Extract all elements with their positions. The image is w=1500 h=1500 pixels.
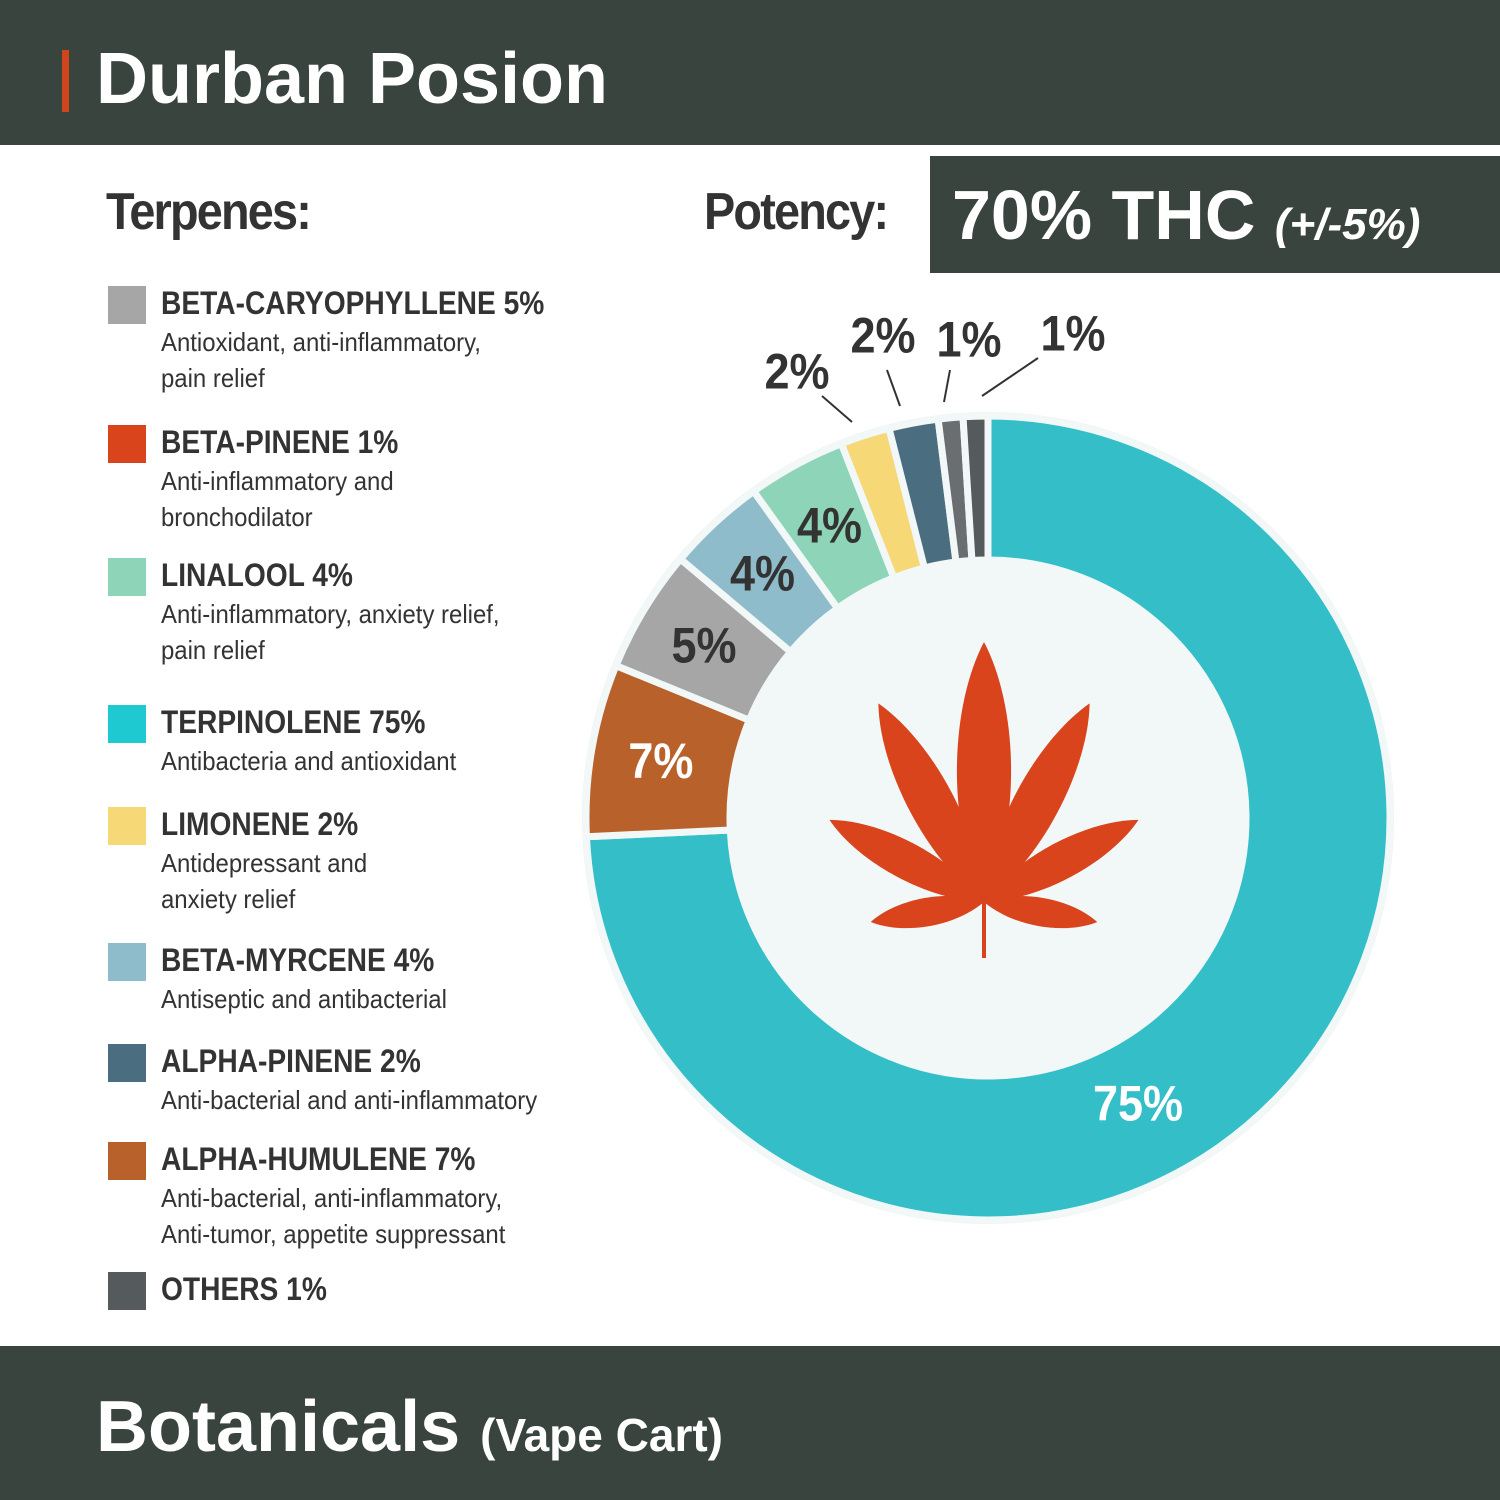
leader-line xyxy=(886,369,901,407)
legend-swatch xyxy=(108,943,146,981)
legend-desc: Anti-bacterial, anti-inflammatory, Anti-… xyxy=(161,1183,506,1249)
brand-title: Botanicals (Vape Cart) xyxy=(96,1382,723,1480)
leaf-leaflet xyxy=(984,819,1139,902)
potency-tolerance: (+/-5%) xyxy=(1274,200,1421,249)
leader-lines xyxy=(821,357,1039,423)
leaf-leaflet xyxy=(984,703,1090,902)
slice-label: 75% xyxy=(1093,1076,1183,1132)
leaf-leaflet xyxy=(870,896,984,929)
legend-name: LINALOOL 4% xyxy=(161,557,353,593)
brand-sub: (Vape Cart) xyxy=(480,1409,723,1461)
legend-name: BETA-MYRCENE 4% xyxy=(161,942,435,978)
legend-name: ALPHA-HUMULENE 7% xyxy=(161,1141,476,1177)
brand-name: Botanicals xyxy=(96,1387,461,1467)
legend-swatch xyxy=(108,558,146,596)
legend-swatch xyxy=(108,425,146,463)
legend-name: BETA-CARYOPHYLLENE 5% xyxy=(161,285,545,321)
leader-line xyxy=(821,395,853,423)
legend-swatch xyxy=(108,1272,146,1310)
leader-line xyxy=(943,369,951,403)
legend-swatch xyxy=(108,1044,146,1082)
legend-name: BETA-PINENE 1% xyxy=(161,424,399,460)
legend-swatch xyxy=(108,1142,146,1180)
legend-name: LIMONENE 2% xyxy=(161,806,359,842)
donut-slices xyxy=(582,412,1394,1224)
slice-label: 4% xyxy=(797,498,862,554)
legend-name: OTHERS 1% xyxy=(161,1271,327,1307)
legend-desc: Antiseptic and antibacterial xyxy=(161,984,447,1014)
leader-line xyxy=(981,357,1039,397)
potency-thc: 70% THC xyxy=(952,176,1256,254)
slice-label: 2% xyxy=(764,344,829,400)
legend-desc: Anti-inflammatory and bronchodilator xyxy=(161,466,394,532)
header-accent xyxy=(62,50,69,112)
potency-value: 70% THC (+/-5%) xyxy=(952,172,1420,268)
footer-bar xyxy=(0,1346,1500,1500)
legend-swatch xyxy=(108,705,146,743)
slice-labels: 75% 7% 5% 4%4% 2% 2% 1% 1% xyxy=(628,306,1183,1132)
slice-label: 7% xyxy=(628,734,693,790)
leaf-leaflet xyxy=(984,896,1098,929)
legend-swatch xyxy=(108,807,146,845)
legend-swatch xyxy=(108,286,146,324)
slice-label: 4% xyxy=(730,546,795,602)
legend-desc: Antioxidant, anti-inflammatory, pain rel… xyxy=(161,327,481,393)
slice-label: 5% xyxy=(671,618,736,674)
legend-name: TERPINOLENE 75% xyxy=(161,704,426,740)
header-bar xyxy=(0,0,1500,145)
slice-label: 2% xyxy=(850,308,915,364)
slice-label: 1% xyxy=(936,312,1001,368)
leaf-stem xyxy=(982,902,986,958)
legend-desc: Antidepressant and anxiety relief xyxy=(161,848,368,914)
leaf-leaflet xyxy=(878,703,984,902)
potency-label: Potency: xyxy=(704,183,889,241)
slice-label: 1% xyxy=(1040,306,1105,362)
page-title: Durban Posion xyxy=(96,39,609,119)
leaf-leaflet xyxy=(829,819,984,902)
legend-desc: Anti-inflammatory, anxiety relief, pain … xyxy=(161,599,500,665)
legend-desc: Anti-bacterial and anti-inflammatory xyxy=(161,1085,538,1115)
cannabis-leaf-icon xyxy=(829,642,1139,958)
legend-name: ALPHA-PINENE 2% xyxy=(161,1043,421,1079)
terpenes-heading: Terpenes: xyxy=(106,183,312,241)
legend-desc: Antibacteria and antioxidant xyxy=(161,746,457,776)
potency-box xyxy=(930,156,1500,273)
